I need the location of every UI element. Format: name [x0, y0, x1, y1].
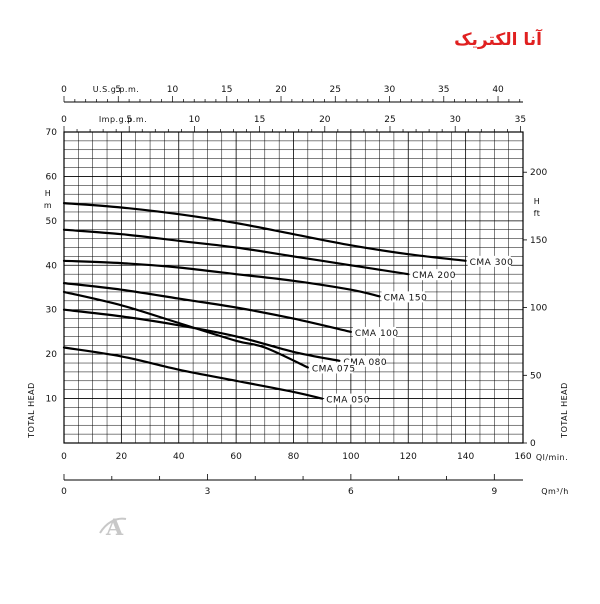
x-primary-tick-label: 120: [400, 452, 417, 462]
y-right-tick-label: 150: [530, 236, 547, 246]
watermark-logo: A: [99, 515, 127, 541]
series-label-bg-cma-075: [309, 362, 354, 374]
series-label-cma-300: CMA 300: [470, 258, 514, 268]
series-curve-cma-100: [62, 282, 352, 333]
x-m3h-tick-label: 9: [491, 487, 497, 497]
plot-frame: [63, 131, 524, 444]
x-impgpm-tick-label: 35: [515, 115, 526, 125]
series-curve-cma-075: [62, 290, 309, 369]
x-impgpm-tick-label: 25: [384, 115, 395, 125]
y-left-unit-m: m: [44, 201, 52, 210]
x-usgpm-tick-label: 35: [438, 85, 449, 95]
series-label-bg-cma-050: [324, 393, 368, 405]
series-curves: [62, 202, 467, 400]
y-left-axis-label: TOTAL HEAD: [27, 382, 36, 439]
y-right-tick-label: 0: [530, 439, 536, 449]
series-label-cma-050: CMA 050: [326, 396, 370, 406]
x-impgpm-tick-label: 5: [126, 115, 132, 125]
series-label-bg-cma-150: [381, 291, 425, 303]
x-usgpm-tick-label: 40: [492, 85, 504, 95]
x-primary-tick-label: 20: [116, 452, 128, 462]
y-right-unit-ft: ft: [534, 209, 541, 218]
x-primary-tick-label: 60: [230, 452, 242, 462]
x-impgpm-tick-label: 0: [61, 115, 67, 125]
y-right-tick-label: 50: [530, 371, 542, 381]
x-m3h-tick-label: 6: [348, 487, 354, 497]
x-usgpm-tick-label: 25: [330, 85, 341, 95]
y-left-tick-label: 20: [46, 350, 58, 360]
y-left-tick-label: 60: [46, 172, 58, 182]
x-m3h-axis-label: Qm³/h: [541, 487, 569, 496]
series-label-bg-cma-080: [341, 355, 385, 367]
x-primary-tick-label: 80: [288, 452, 300, 462]
series-label-bg-cma-200: [410, 269, 454, 281]
series-curve-cma-300: [62, 202, 467, 262]
y-right-tick-label: 100: [530, 304, 547, 314]
x-primary-axis-label: Ql/min.: [536, 453, 568, 462]
series-label-bg-cma-300: [467, 255, 511, 267]
series-label-cma-150: CMA 150: [384, 293, 428, 303]
x-usgpm-tick-label: 20: [275, 85, 287, 95]
x-usgpm-tick-label: 30: [384, 85, 396, 95]
series-label-cma-075: CMA 075: [312, 364, 356, 374]
series-label-cma-100: CMA 100: [355, 329, 399, 339]
x-usgpm-tick-label: 15: [221, 85, 232, 95]
series-label-cma-200: CMA 200: [412, 271, 456, 281]
x-impgpm-tick-label: 20: [319, 115, 331, 125]
x-primary-tick-label: 40: [173, 452, 185, 462]
watermark-letter: A: [105, 515, 124, 541]
y-right-unit-h: H: [534, 197, 541, 206]
brand-logo: آنا الکتریک: [454, 30, 542, 50]
y-left-tick-label: 40: [46, 261, 58, 271]
x-usgpm-tick-label: 10: [167, 85, 179, 95]
series-curve-cma-080: [62, 308, 341, 362]
x-primary-tick-label: 0: [61, 452, 67, 462]
brand-logo-text: آنا الکتریک: [454, 30, 542, 50]
x-primary-tick-label: 160: [514, 452, 531, 462]
x-impgpm-axis-label: Imp.g.p.m.: [99, 115, 147, 124]
series-label-cma-080: CMA 080: [343, 358, 387, 368]
series-curve-cma-200: [62, 228, 410, 276]
y-right-tick-label: 200: [530, 168, 547, 178]
x-primary-tick-label: 140: [457, 452, 474, 462]
y-left-tick-label: 10: [46, 395, 58, 405]
series-curve-cma-050: [62, 346, 324, 400]
x-impgpm-tick-label: 30: [449, 115, 461, 125]
x-impgpm-tick-label: 15: [254, 115, 265, 125]
x-impgpm-tick-label: 10: [189, 115, 201, 125]
x-m3h-tick-label: 3: [205, 487, 211, 497]
series-curve-cma-150: [62, 259, 381, 298]
x-usgpm-tick-label: 0: [61, 85, 67, 95]
y-left-tick-label: 70: [46, 128, 58, 138]
x-primary-tick-label: 100: [342, 452, 359, 462]
y-left-unit-h: H: [45, 189, 52, 198]
y-right-axis-label: TOTAL HEAD: [560, 382, 569, 439]
x-m3h-tick-label: 0: [61, 487, 67, 497]
y-left-tick-label: 50: [46, 217, 58, 227]
grid-lines: [63, 131, 524, 444]
x-usgpm-axis-label: U.S.g.p.m.: [93, 85, 140, 94]
y-left-tick-label: 30: [46, 306, 58, 316]
watermark-swoosh: [99, 517, 127, 534]
series-label-bg-cma-100: [352, 326, 397, 338]
x-usgpm-tick-label: 5: [115, 85, 121, 95]
